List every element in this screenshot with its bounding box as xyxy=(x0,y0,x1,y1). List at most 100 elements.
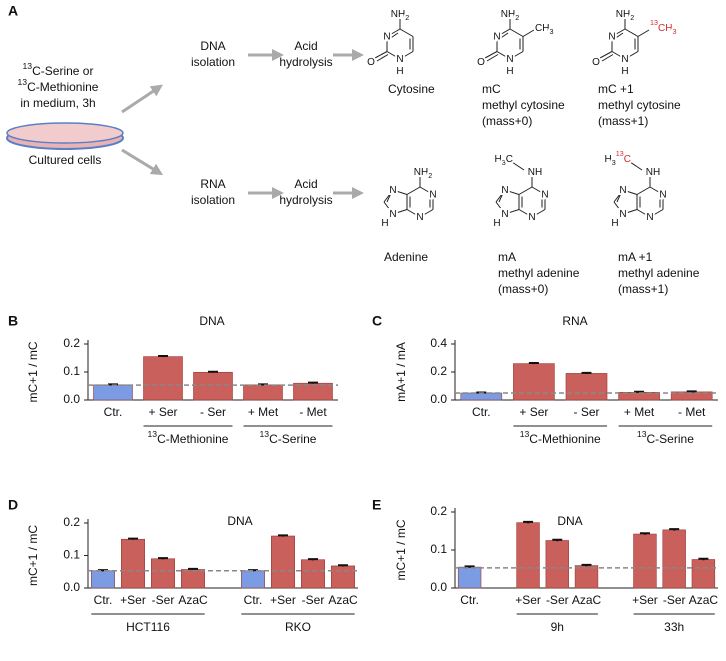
text-run: C-Methionine xyxy=(529,432,601,446)
medium-text: 13C-Methionine xyxy=(18,77,99,94)
y-tick-label: 0.2 xyxy=(63,515,80,529)
subscript: 2 xyxy=(630,13,634,22)
text-run: in medium, 3h xyxy=(20,96,95,110)
text-run: C-Methionine xyxy=(27,80,99,94)
bond xyxy=(511,161,525,171)
atom-label: N xyxy=(659,189,666,200)
x-tick-label: + Met xyxy=(624,405,655,419)
molecule-caption: methyl cytosine xyxy=(482,98,565,112)
text-run: O xyxy=(477,57,485,68)
atom-label: O xyxy=(367,57,375,68)
subscript: 2 xyxy=(515,13,519,22)
molecule-caption: mC xyxy=(482,82,501,96)
atom-label: N xyxy=(396,54,403,65)
text-run: H xyxy=(611,218,618,229)
text-run: N xyxy=(619,209,626,220)
error-bar xyxy=(464,565,475,568)
molecule-caption: (mass+1) xyxy=(618,282,668,296)
x-tick-label: Ctr. xyxy=(94,593,113,607)
x-tick-label: Ctr. xyxy=(472,405,491,419)
bond xyxy=(622,209,638,215)
text-run: N xyxy=(528,212,535,223)
atom-label: H xyxy=(621,66,628,77)
text-run: H xyxy=(605,154,612,165)
bond xyxy=(611,51,626,60)
bar xyxy=(330,565,355,589)
error-bar xyxy=(258,383,268,386)
x-tick-label: Ctr. xyxy=(244,593,263,607)
text-run: N xyxy=(608,31,615,42)
bond xyxy=(624,51,639,60)
atom-label: NH2 xyxy=(391,9,409,23)
error-bar xyxy=(188,567,198,571)
bond xyxy=(637,29,650,37)
atom-label: 13CH3 xyxy=(650,18,676,36)
text-run: C xyxy=(506,154,513,165)
bar xyxy=(300,559,325,589)
atom-label: N xyxy=(541,189,548,200)
bond xyxy=(522,29,535,37)
group-label: HCT116 xyxy=(126,620,170,634)
error-bar xyxy=(308,381,318,384)
text-run: N xyxy=(416,212,423,223)
superscript: 13 xyxy=(260,429,270,439)
chart-title: DNA xyxy=(199,314,224,328)
bond xyxy=(392,209,408,215)
bar xyxy=(121,538,146,589)
subscript: 3 xyxy=(502,158,506,167)
bond xyxy=(419,186,434,195)
bar xyxy=(243,384,283,401)
x-tick-label: - Met xyxy=(678,405,706,419)
atom-label: CH3 xyxy=(535,23,553,37)
bond xyxy=(509,51,524,60)
error-bar xyxy=(552,538,563,542)
bar xyxy=(691,559,716,589)
bar xyxy=(513,363,555,401)
x-tick-label: +Ser xyxy=(120,593,146,607)
y-tick-label: 0.0 xyxy=(430,392,447,406)
text-run: 9h xyxy=(551,620,564,634)
bond xyxy=(496,28,511,37)
atom-label: O xyxy=(477,57,485,68)
molecule-caption: methyl adenine xyxy=(498,266,580,280)
y-tick-label: 0.0 xyxy=(63,392,80,406)
text-run: N xyxy=(396,54,403,65)
medium-text: 13C-Serine or xyxy=(23,61,94,78)
bond xyxy=(399,28,414,37)
molecule-caption: mC +1 xyxy=(598,82,634,96)
y-axis-label: mC+1 / mC xyxy=(394,519,408,580)
text-run: N xyxy=(383,31,390,42)
text-run: C-Serine or xyxy=(32,64,93,78)
text-run: HCT116 xyxy=(126,620,170,634)
text-run: H xyxy=(396,66,403,77)
atom-label: N xyxy=(429,189,436,200)
bar xyxy=(565,373,608,401)
text-run: N xyxy=(389,185,396,196)
bond xyxy=(636,186,651,195)
x-tick-label: Ctr. xyxy=(460,593,479,607)
x-tick-label: + Met xyxy=(248,405,279,419)
molecule-caption: Cytosine xyxy=(388,82,435,96)
y-tick-label: 0.4 xyxy=(430,336,447,350)
atom-label: H xyxy=(381,218,388,229)
panel-label: A xyxy=(8,3,18,19)
group-label: 13C-Methionine xyxy=(148,429,229,446)
error-bar xyxy=(669,528,680,531)
y-tick-label: 0.0 xyxy=(430,580,447,594)
error-bar xyxy=(523,520,534,524)
error-bar xyxy=(698,557,709,561)
bond xyxy=(498,192,504,203)
text-run: N xyxy=(621,54,628,65)
error-bar xyxy=(278,534,288,537)
subscript: 2 xyxy=(428,171,432,180)
text-run: C-Serine xyxy=(647,432,695,446)
superscript: 13 xyxy=(616,149,624,158)
bar xyxy=(151,558,176,589)
y-tick-label: 0.0 xyxy=(63,580,80,594)
bond xyxy=(486,54,499,62)
text-run: NH xyxy=(616,9,630,20)
bond xyxy=(374,51,388,59)
bond xyxy=(376,54,389,62)
step-label: Acid xyxy=(294,177,317,191)
